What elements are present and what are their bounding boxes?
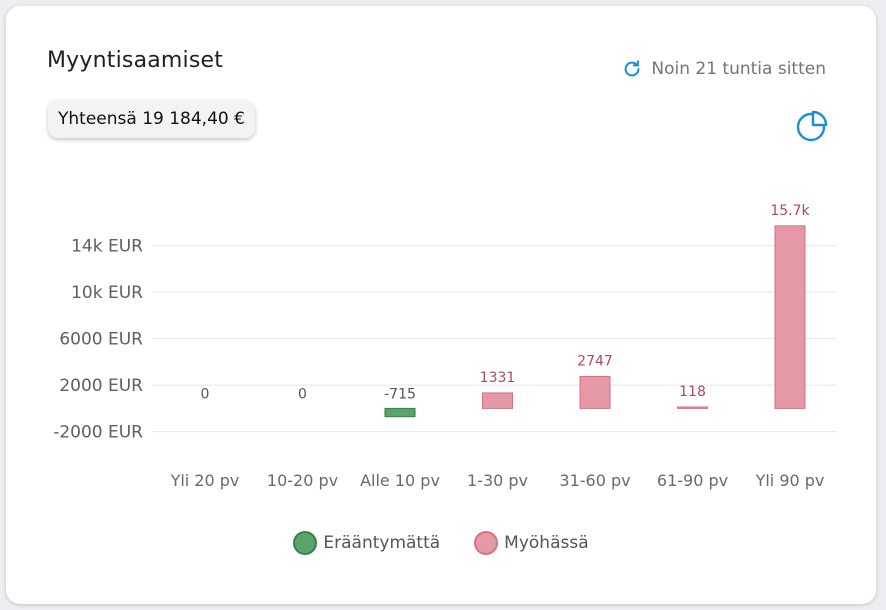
- bar-chart: -2000 EUR 2000 EUR 6000 EUR 10k EUR 14k EUR 0…: [53, 203, 836, 490]
- last-updated-label: Noin 21 tuntia sitten: [651, 59, 826, 79]
- bar-value-label: 0: [298, 386, 307, 402]
- pie-chart-toggle[interactable]: [795, 109, 829, 143]
- receivables-card: Myyntisaamiset Noin 21 tuntia sitten Yht…: [6, 6, 876, 604]
- chart-legend: Erääntymättä Myöhässä: [6, 531, 876, 555]
- bar-value-label: -715: [384, 386, 416, 402]
- bar: [482, 392, 513, 409]
- legend-label-not-due: Erääntymättä: [323, 533, 441, 553]
- refresh-icon: [624, 60, 640, 77]
- x-tick-label: 31-60 pv: [559, 471, 630, 490]
- bar-value-label: 0: [201, 386, 210, 402]
- bar-value-label: 118: [679, 384, 706, 400]
- x-tick-label: 61-90 pv: [657, 471, 728, 490]
- y-tick-label: 14k EUR: [71, 237, 143, 257]
- total-chip: Yhteensä 19 184,40 €: [48, 100, 255, 138]
- x-tick-label: Yli 90 pv: [755, 471, 825, 490]
- legend-swatch-late: [474, 531, 499, 555]
- bar-value-label: 1331: [480, 370, 516, 386]
- bar: [384, 407, 416, 418]
- y-tick-label: 2000 EUR: [59, 376, 143, 396]
- legend-swatch-not-due: [293, 531, 318, 555]
- bar: [579, 375, 611, 409]
- y-tick-label: 10k EUR: [71, 283, 143, 303]
- pie-chart-icon: [796, 110, 828, 142]
- bar-value-label: 15.7k: [770, 203, 810, 219]
- legend-item-late[interactable]: Myöhässä: [474, 531, 589, 555]
- x-tick-label: 1-30 pv: [467, 471, 528, 490]
- y-tick-label: -2000 EUR: [53, 423, 143, 443]
- legend-label-late: Myöhässä: [504, 533, 589, 553]
- refresh-button[interactable]: Noin 21 tuntia sitten: [621, 58, 826, 80]
- bar-value-label: 2747: [577, 353, 613, 369]
- y-tick-label: 6000 EUR: [59, 330, 143, 350]
- total-label: Yhteensä 19 184,40 €: [58, 109, 245, 129]
- bar: [774, 225, 806, 409]
- card-title: Myyntisaamiset: [47, 48, 224, 73]
- x-tick-label: Alle 10 pv: [360, 471, 440, 490]
- bar: [677, 406, 708, 409]
- x-tick-label: 10-20 pv: [267, 471, 338, 490]
- legend-item-not-due[interactable]: Erääntymättä: [293, 531, 440, 555]
- x-tick-label: Yli 20 pv: [170, 471, 240, 490]
